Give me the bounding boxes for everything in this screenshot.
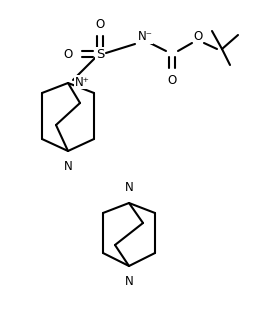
Text: S: S [96,48,104,60]
Text: N⁺: N⁺ [75,75,90,89]
Text: N: N [125,275,133,288]
Text: O: O [167,74,177,88]
Text: N: N [125,181,133,194]
Text: N⁻: N⁻ [138,30,152,44]
Text: O: O [194,30,203,42]
Text: O: O [95,18,105,30]
Text: N: N [64,160,72,173]
Text: O: O [63,48,72,60]
